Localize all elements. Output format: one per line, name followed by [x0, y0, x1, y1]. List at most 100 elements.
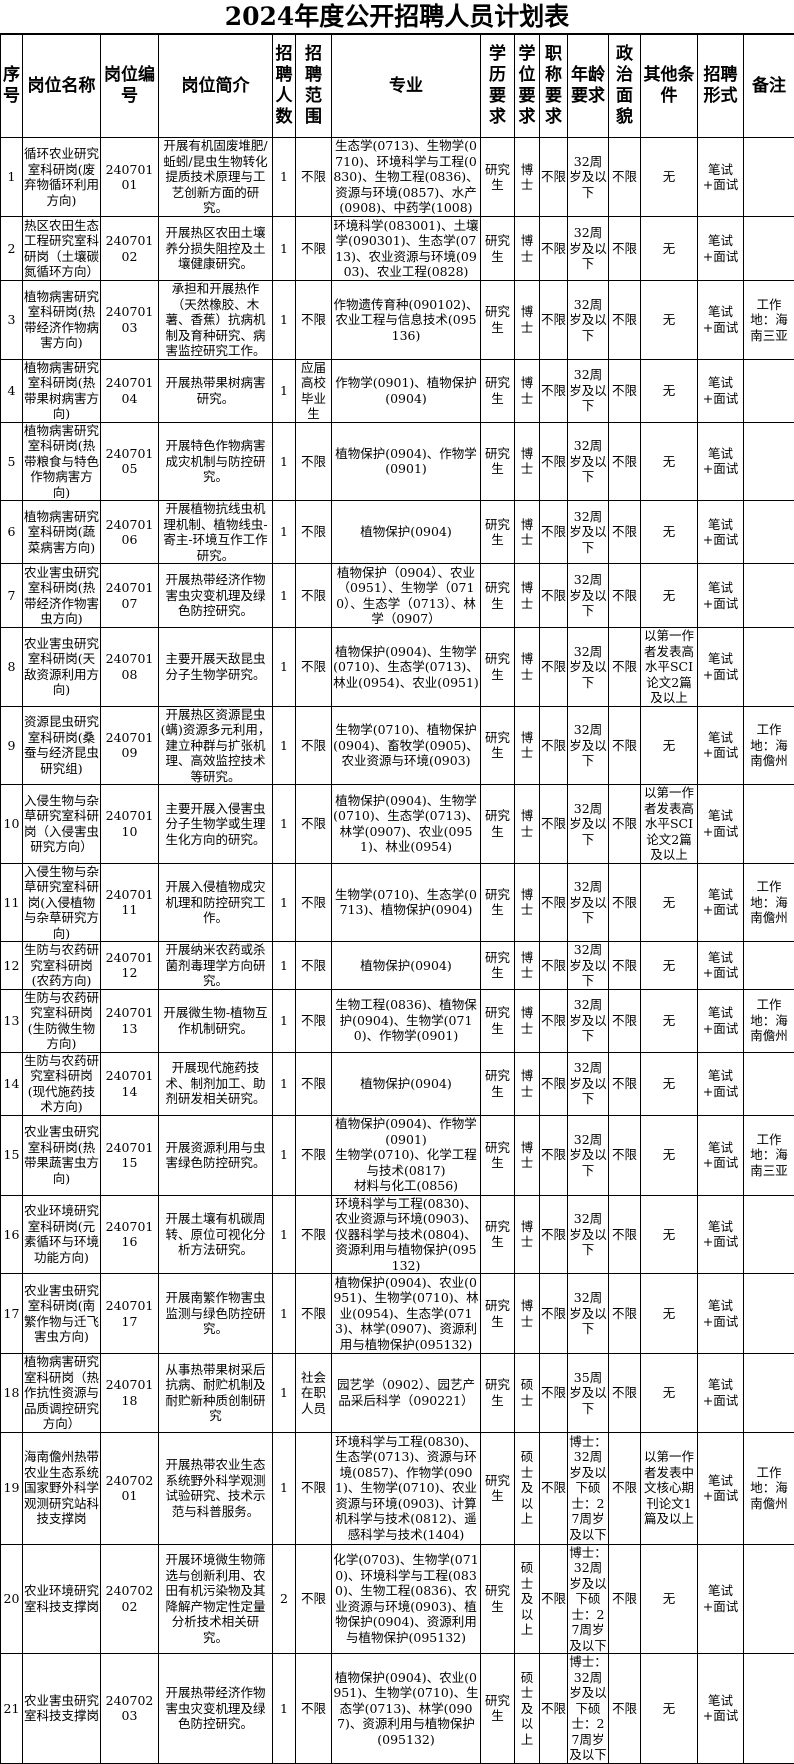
- column-header-age-requirement: 年龄要求: [568, 35, 609, 138]
- education-cell: 研究生: [481, 1544, 515, 1654]
- position-name-cell: 生防与农药研究室科研岗(农药方向): [23, 942, 101, 990]
- professional-title-cell: 不限: [540, 1544, 568, 1654]
- row-number-cell: 7: [1, 564, 23, 628]
- education-cell: 研究生: [481, 785, 515, 864]
- education-cell: 研究生: [481, 1274, 515, 1354]
- headcount-cell: 1: [273, 1432, 296, 1544]
- position-name-cell: 循环农业研究室科研岗(废弃物循环利用方向): [23, 138, 101, 217]
- education-cell: 研究生: [481, 359, 515, 422]
- degree-cell: 博士: [515, 138, 540, 217]
- position-code-cell: 24070103: [101, 281, 159, 360]
- row-number-cell: 14: [1, 1052, 23, 1115]
- position-name-cell: 入侵生物与杂草研究室科研岗（入侵害虫研究方向）: [23, 785, 101, 864]
- position-code-cell: 24070101: [101, 138, 159, 217]
- age-requirement-cell: 32周岁及以下: [568, 1195, 609, 1274]
- political-status-cell: 不限: [609, 942, 641, 990]
- headcount-cell: 1: [273, 1654, 296, 1764]
- remarks-cell: [744, 422, 794, 501]
- headcount-cell: 1: [273, 706, 296, 785]
- column-header-recruitment-method: 招聘形式: [698, 35, 744, 138]
- degree-cell: 博士: [515, 217, 540, 281]
- professional-title-cell: 不限: [540, 422, 568, 501]
- column-header-professional-title: 职称要求: [540, 35, 568, 138]
- row-number-cell: 17: [1, 1274, 23, 1354]
- row-number-cell: 4: [1, 359, 23, 422]
- major-cell: 园艺学（0902）、园艺产品采后科学（090221）: [332, 1354, 481, 1433]
- row-number-cell: 1: [1, 138, 23, 217]
- degree-cell: 博士: [515, 1052, 540, 1115]
- row-number-cell: 5: [1, 422, 23, 501]
- position-description-cell: 开展热区资源昆虫(螨)资源多元利用，建立种群与扩张机理、高效监控技术等研究。: [159, 706, 273, 785]
- education-cell: 研究生: [481, 1195, 515, 1274]
- recruitment-scope-cell: 不限: [296, 564, 332, 628]
- professional-title-cell: 不限: [540, 281, 568, 360]
- political-status-cell: 不限: [609, 706, 641, 785]
- headcount-cell: 1: [273, 1274, 296, 1354]
- headcount-cell: 1: [273, 628, 296, 707]
- headcount-cell: 1: [273, 1052, 296, 1115]
- degree-cell: 博士: [515, 989, 540, 1052]
- political-status-cell: 不限: [609, 1195, 641, 1274]
- age-requirement-cell: 博士：32周岁及以下硕士：27周岁及以下: [568, 1654, 609, 1764]
- position-description-cell: 开展热区农田土壤养分损失阻控及土壤健康研究。: [159, 217, 273, 281]
- column-header-recruitment-scope: 招聘范围: [296, 35, 332, 138]
- position-description-cell: 开展入侵植物成灾机理和防控研究工作。: [159, 863, 273, 942]
- other-conditions-cell: 无: [641, 1544, 698, 1654]
- major-cell: 植物保护(0904): [332, 501, 481, 564]
- recruitment-method-cell: 笔试+面试: [698, 359, 744, 422]
- position-description-cell: 主要开展入侵害虫分子生物学或生理生化方向的研究。: [159, 785, 273, 864]
- major-cell: 生物学(0710)、生态学(0713)、植物保护(0904): [332, 863, 481, 942]
- position-name-cell: 农业害虫研究室科研岗(天敌资源利用方向): [23, 628, 101, 707]
- recruitment-scope-cell: 不限: [296, 706, 332, 785]
- education-cell: 研究生: [481, 1115, 515, 1195]
- education-cell: 研究生: [481, 281, 515, 360]
- row-number-cell: 6: [1, 501, 23, 564]
- position-name-cell: 植物病害研究室科研岗(热带粮食与特色作物病害方向): [23, 422, 101, 501]
- education-cell: 研究生: [481, 501, 515, 564]
- row-number-cell: 9: [1, 706, 23, 785]
- column-header-position-name: 岗位名称: [23, 35, 101, 138]
- row-number-cell: 21: [1, 1654, 23, 1764]
- recruitment-plan-table: 序号岗位名称岗位编号岗位简介招聘人数招聘范围专业学历要求学位要求职称要求年龄要求…: [0, 34, 794, 1764]
- political-status-cell: 不限: [609, 1432, 641, 1544]
- professional-title-cell: 不限: [540, 1195, 568, 1274]
- position-code-cell: 24070102: [101, 217, 159, 281]
- professional-title-cell: 不限: [540, 942, 568, 990]
- position-name-cell: 植物病害研究室科研岗(蔬菜病害方向): [23, 501, 101, 564]
- headcount-cell: 2: [273, 1544, 296, 1654]
- education-cell: 研究生: [481, 422, 515, 501]
- row-number-cell: 2: [1, 217, 23, 281]
- row-number-cell: 15: [1, 1115, 23, 1195]
- position-code-cell: 24070108: [101, 628, 159, 707]
- recruitment-method-cell: 笔试+面试: [698, 785, 744, 864]
- remarks-cell: 工作地：海南儋州: [744, 863, 794, 942]
- political-status-cell: 不限: [609, 785, 641, 864]
- row-number-cell: 12: [1, 942, 23, 990]
- position-name-cell: 植物病害研究室科研岗(热带果树病害方向): [23, 359, 101, 422]
- recruitment-scope-cell: 不限: [296, 1052, 332, 1115]
- major-cell: 作物学(0901)、植物保护(0904): [332, 359, 481, 422]
- professional-title-cell: 不限: [540, 501, 568, 564]
- degree-cell: 博士: [515, 706, 540, 785]
- position-description-cell: 开展热带经济作物害虫灾变机理及绿色防控研究。: [159, 1654, 273, 1764]
- age-requirement-cell: 32周岁及以下: [568, 863, 609, 942]
- recruitment-method-cell: 笔试+面试: [698, 628, 744, 707]
- education-cell: 研究生: [481, 1052, 515, 1115]
- political-status-cell: 不限: [609, 1274, 641, 1354]
- remarks-cell: [744, 564, 794, 628]
- recruitment-method-cell: 笔试+面试: [698, 863, 744, 942]
- degree-cell: 博士: [515, 422, 540, 501]
- professional-title-cell: 不限: [540, 1432, 568, 1544]
- headcount-cell: 1: [273, 785, 296, 864]
- professional-title-cell: 不限: [540, 1354, 568, 1433]
- degree-cell: 博士: [515, 628, 540, 707]
- position-name-cell: 植物病害研究室科研岗（热作抗性资源与品质调控研究方向）: [23, 1354, 101, 1433]
- position-description-cell: 开展南繁作物害虫监测与绿色防控研究。: [159, 1274, 273, 1354]
- position-code-cell: 24070112: [101, 942, 159, 990]
- political-status-cell: 不限: [609, 1115, 641, 1195]
